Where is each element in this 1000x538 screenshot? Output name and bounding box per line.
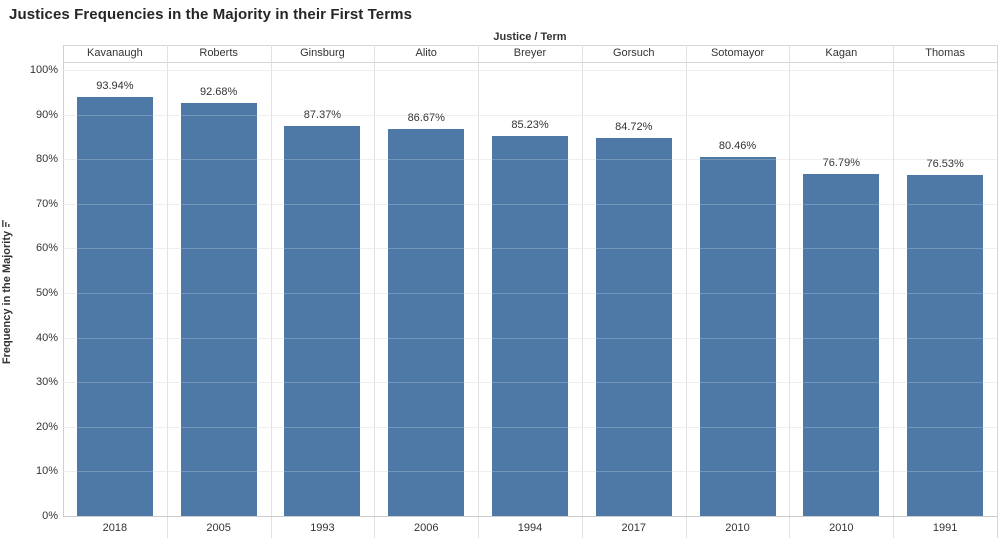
header-top-border bbox=[63, 45, 997, 46]
pane-divider bbox=[374, 45, 376, 538]
term-year-label[interactable]: 2018 bbox=[102, 522, 128, 534]
column-header-breyer[interactable]: Breyer bbox=[513, 47, 547, 59]
bar-value-label: 80.46% bbox=[718, 140, 757, 153]
y-axis-title-text: Frequency in the Majority bbox=[1, 230, 13, 365]
bar-sotomayor[interactable] bbox=[699, 157, 776, 516]
column-header-kagan[interactable]: Kagan bbox=[825, 47, 858, 59]
pane-divider bbox=[789, 45, 791, 538]
column-header-ginsburg[interactable]: Ginsburg bbox=[300, 47, 345, 59]
bar-breyer[interactable] bbox=[492, 135, 568, 516]
y-tick-label: 60% bbox=[35, 242, 58, 255]
bar-value-label: 76.53% bbox=[926, 157, 964, 170]
column-header-gorsuch[interactable]: Gorsuch bbox=[612, 47, 655, 59]
y-tick-label: 10% bbox=[35, 465, 58, 478]
pane-divider bbox=[893, 45, 895, 538]
y-tick-label: 30% bbox=[35, 376, 58, 389]
y-tick-label: 20% bbox=[35, 420, 58, 433]
bar-value-label: 86.67% bbox=[407, 112, 445, 125]
column-header-kavanaugh[interactable]: Kavanaugh bbox=[87, 47, 143, 59]
term-year-label[interactable]: 1994 bbox=[517, 522, 543, 534]
x-axis-line bbox=[63, 516, 997, 517]
y-axis-title[interactable]: Frequency in the Majority bbox=[1, 161, 15, 421]
bar-kagan[interactable] bbox=[803, 173, 880, 516]
y-tick-label: 40% bbox=[35, 331, 58, 344]
sort-descending-icon[interactable] bbox=[2, 218, 14, 227]
column-header-thomas[interactable]: Thomas bbox=[925, 47, 965, 59]
header-bottom-border bbox=[63, 62, 997, 63]
bar-thomas[interactable] bbox=[907, 174, 984, 516]
bar-value-label: 92.68% bbox=[200, 85, 238, 98]
term-year-label[interactable]: 1991 bbox=[932, 522, 958, 534]
column-header-roberts[interactable]: Roberts bbox=[199, 47, 238, 59]
term-year-label[interactable]: 2017 bbox=[621, 522, 646, 534]
bar-ginsburg[interactable] bbox=[284, 126, 361, 516]
bar-kavanaugh[interactable] bbox=[76, 97, 153, 516]
term-year-label[interactable]: 2005 bbox=[206, 522, 231, 534]
pane-divider bbox=[581, 45, 583, 538]
column-group-title: Justice / Term bbox=[493, 31, 567, 43]
chart-title: Justices Frequencies in the Majority in … bbox=[9, 6, 413, 23]
bar-value-label: 84.72% bbox=[615, 121, 653, 134]
term-year-label[interactable]: 1993 bbox=[310, 522, 335, 534]
bar-gorsuch[interactable] bbox=[595, 138, 672, 516]
bar-alito[interactable] bbox=[388, 129, 465, 516]
pane-divider bbox=[685, 45, 687, 538]
column-header-sotomayor[interactable]: Sotomayor bbox=[710, 47, 765, 59]
term-year-label[interactable]: 2006 bbox=[413, 522, 439, 534]
bar-value-label: 87.37% bbox=[303, 109, 342, 122]
y-tick-label: 100% bbox=[29, 64, 58, 76]
y-tick-label: 50% bbox=[35, 287, 58, 299]
gridline bbox=[63, 114, 997, 116]
y-tick-label: 0% bbox=[42, 510, 58, 522]
bar-value-label: 85.23% bbox=[511, 118, 549, 131]
bar-roberts[interactable] bbox=[180, 102, 257, 516]
term-year-label[interactable]: 2010 bbox=[829, 522, 854, 534]
bar-value-label: 93.94% bbox=[96, 80, 134, 93]
gridline bbox=[63, 70, 997, 71]
y-axis-line bbox=[63, 45, 64, 516]
y-tick-label: 70% bbox=[35, 197, 58, 210]
y-tick-label: 90% bbox=[35, 108, 58, 121]
column-header-alito[interactable]: Alito bbox=[415, 47, 437, 59]
pane-divider bbox=[478, 45, 480, 538]
term-year-label[interactable]: 2010 bbox=[725, 522, 750, 534]
pane-divider bbox=[270, 45, 272, 538]
pane-divider bbox=[166, 45, 168, 538]
right-border-line bbox=[997, 45, 998, 538]
bar-value-label: 76.79% bbox=[822, 156, 860, 169]
y-tick-label: 80% bbox=[35, 153, 58, 166]
